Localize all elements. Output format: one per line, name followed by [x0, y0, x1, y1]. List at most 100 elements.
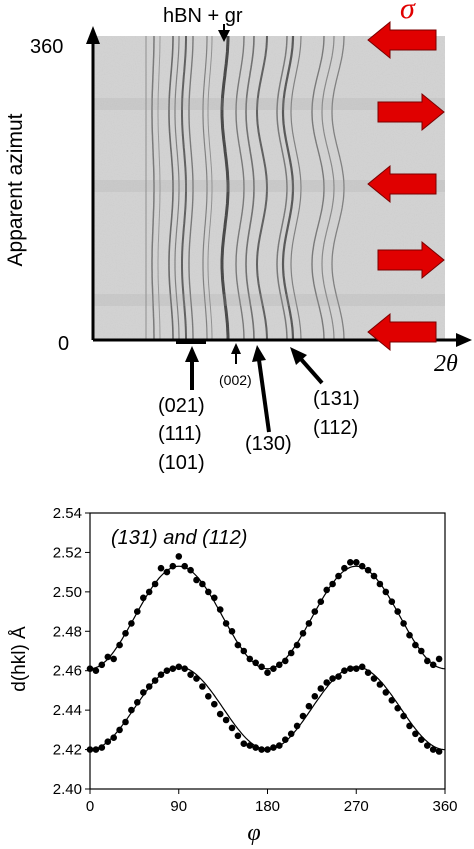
data-point — [299, 712, 307, 720]
top-y-axis-arrowhead — [86, 26, 100, 44]
peak-130-arrow — [257, 359, 271, 433]
data-point — [216, 710, 224, 718]
data-point — [246, 742, 254, 749]
x-tick-label: 90 — [170, 798, 187, 815]
data-point — [282, 736, 289, 743]
data-point — [353, 559, 360, 566]
data-point — [370, 675, 378, 682]
fit-line-series-2 — [89, 666, 446, 751]
top-y-tick-360: 360 — [30, 36, 63, 58]
data-point — [163, 568, 171, 576]
data-point — [163, 667, 171, 674]
peak-label-131: (131) — [313, 388, 360, 410]
y-tick-label: 2.42 — [53, 742, 82, 759]
data-point — [246, 655, 254, 663]
data-point — [376, 580, 384, 588]
data-point — [353, 665, 360, 672]
data-point — [122, 718, 129, 726]
data-point — [140, 594, 147, 602]
data-point — [394, 608, 402, 615]
data-point — [104, 738, 112, 745]
data-point — [311, 693, 319, 700]
data-point — [305, 620, 313, 627]
data-point — [335, 673, 342, 680]
data-point — [228, 724, 236, 732]
data-point — [157, 564, 165, 572]
data-point — [276, 742, 283, 749]
data-point — [329, 580, 336, 588]
data-point — [293, 641, 301, 649]
data-point — [370, 572, 378, 580]
data-point — [329, 675, 336, 682]
data-point — [234, 732, 242, 740]
data-point — [424, 657, 431, 665]
x-tick-label: 0 — [86, 798, 94, 815]
stress-arrow-left-icon — [367, 312, 437, 352]
data-point — [341, 564, 348, 572]
data-point — [169, 665, 177, 672]
stress-arrow-right-icon — [377, 92, 445, 132]
y-axis-ticks: 2.40 2.42 2.44 2.46 2.48 2.50 2.52 2.54 — [53, 505, 90, 798]
peak-label-130: (130) — [245, 433, 292, 455]
data-point — [323, 679, 331, 686]
data-point — [287, 730, 295, 738]
data-point — [305, 702, 313, 710]
fit-lines — [89, 565, 446, 751]
data-point — [175, 553, 183, 560]
data-point — [406, 722, 413, 730]
data-point — [169, 562, 177, 570]
data-point — [116, 641, 123, 649]
data-point — [205, 693, 212, 700]
data-points — [86, 553, 443, 755]
data-point — [323, 586, 331, 594]
data-point — [252, 744, 259, 751]
data-point — [347, 559, 354, 566]
chart-title: (131) and (112) — [111, 527, 247, 549]
data-point — [122, 630, 129, 637]
data-point — [400, 712, 407, 720]
x-tick-label: 270 — [344, 798, 369, 815]
peak-label-101: (101) — [158, 452, 205, 474]
data-point — [435, 655, 443, 663]
data-point — [193, 576, 200, 584]
peak-021-arrowhead — [185, 346, 199, 362]
data-point — [199, 580, 206, 588]
data-point — [287, 649, 295, 657]
data-point — [175, 663, 183, 671]
data-point — [258, 746, 265, 753]
y-tick-label: 2.48 — [53, 623, 82, 640]
peak-130-arrowhead — [252, 345, 266, 362]
fit-line-series-1 — [89, 565, 446, 670]
y-tick-label: 2.40 — [53, 781, 82, 798]
data-point — [86, 746, 94, 753]
data-point — [187, 671, 194, 678]
data-point — [222, 620, 230, 627]
data-point — [376, 681, 384, 688]
data-point — [240, 647, 248, 655]
peak-label-021: (021) — [158, 395, 205, 417]
data-point — [134, 608, 141, 615]
data-point — [234, 641, 242, 649]
data-point — [282, 657, 289, 665]
data-point — [400, 620, 407, 627]
data-point — [388, 697, 396, 704]
data-point — [412, 730, 419, 738]
data-point — [317, 685, 325, 692]
data-point — [211, 700, 218, 708]
data-point — [335, 572, 342, 580]
sigma-label: σ — [400, 0, 416, 25]
data-point — [270, 744, 277, 751]
data-point — [211, 594, 218, 602]
y-tick-label: 2.52 — [53, 544, 82, 561]
data-point — [418, 736, 425, 743]
data-point — [128, 706, 135, 714]
y-tick-label: 2.44 — [53, 702, 82, 719]
top-y-axis-label: Apparent azimut — [4, 113, 27, 266]
data-point — [347, 665, 354, 672]
data-point — [358, 562, 366, 570]
x-axis-ticks: 0 90 180 270 360 — [86, 789, 458, 815]
data-point — [264, 669, 271, 676]
data-point — [317, 598, 325, 605]
data-point — [388, 598, 396, 605]
